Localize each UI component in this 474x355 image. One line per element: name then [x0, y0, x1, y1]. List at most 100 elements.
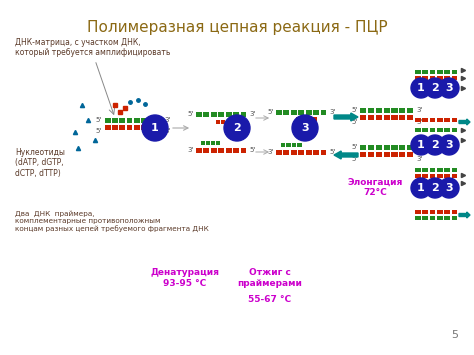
Circle shape	[425, 78, 445, 98]
Text: 2: 2	[431, 140, 439, 150]
Bar	[306, 150, 311, 155]
Bar	[301, 117, 306, 121]
Bar	[422, 168, 428, 172]
Bar	[296, 117, 301, 121]
Bar	[360, 152, 366, 157]
Text: 5': 5'	[352, 119, 358, 125]
Bar	[392, 108, 398, 113]
Text: 3: 3	[301, 123, 309, 133]
Bar	[148, 118, 154, 123]
Bar	[415, 210, 421, 214]
Bar	[141, 125, 147, 130]
Bar	[422, 174, 428, 178]
Bar	[112, 125, 118, 130]
Text: 5': 5'	[330, 149, 336, 155]
Bar	[221, 120, 225, 124]
Text: Элонгация
72°C: Элонгация 72°C	[347, 178, 403, 197]
Text: 1: 1	[417, 183, 425, 193]
Bar	[226, 120, 230, 124]
Bar	[452, 128, 457, 132]
Bar	[283, 110, 289, 115]
Bar	[444, 168, 450, 172]
Bar	[291, 110, 297, 115]
Bar	[452, 174, 457, 178]
Bar	[376, 108, 382, 113]
FancyArrow shape	[459, 212, 470, 218]
Bar	[231, 120, 235, 124]
Bar	[444, 118, 450, 122]
Bar	[444, 70, 450, 74]
Bar	[276, 150, 282, 155]
Circle shape	[224, 115, 250, 141]
Bar	[119, 118, 125, 123]
Bar	[415, 216, 421, 220]
Text: 1: 1	[417, 140, 425, 150]
Bar	[119, 125, 125, 130]
Circle shape	[142, 115, 168, 141]
Text: 2: 2	[431, 83, 439, 93]
Bar	[383, 115, 390, 120]
Text: 3': 3'	[268, 149, 274, 155]
Bar	[444, 76, 450, 80]
Bar	[283, 150, 289, 155]
Bar	[415, 76, 421, 80]
Bar	[216, 120, 220, 124]
Circle shape	[425, 135, 445, 155]
Bar	[360, 145, 366, 150]
Bar	[415, 168, 421, 172]
Text: Отжиг с: Отжиг с	[249, 268, 291, 277]
FancyArrow shape	[334, 151, 358, 159]
Bar	[148, 125, 154, 130]
Bar	[437, 216, 443, 220]
Bar	[437, 210, 443, 214]
Bar	[298, 110, 304, 115]
Text: 3: 3	[445, 183, 453, 193]
Bar	[429, 118, 436, 122]
Bar	[233, 112, 239, 117]
Bar	[437, 168, 443, 172]
Circle shape	[411, 178, 431, 198]
Bar	[415, 70, 421, 74]
Bar	[360, 108, 366, 113]
Bar	[407, 152, 413, 157]
Text: 5': 5'	[352, 107, 358, 113]
Bar	[156, 118, 162, 123]
Bar	[429, 210, 436, 214]
Bar	[127, 125, 132, 130]
Bar	[320, 150, 327, 155]
Bar	[233, 148, 239, 153]
Text: 3': 3'	[188, 147, 194, 153]
Bar	[399, 145, 405, 150]
Bar	[226, 112, 231, 117]
Bar	[368, 145, 374, 150]
Bar	[276, 110, 282, 115]
Bar	[281, 143, 285, 147]
Text: 1: 1	[151, 123, 159, 133]
Bar	[429, 128, 436, 132]
Text: 3': 3'	[417, 156, 423, 162]
FancyArrow shape	[459, 119, 470, 125]
Bar	[216, 141, 220, 145]
Bar	[211, 141, 215, 145]
Bar	[312, 117, 317, 121]
Bar	[444, 174, 450, 178]
Bar	[407, 108, 413, 113]
Bar	[422, 128, 428, 132]
Bar	[392, 145, 398, 150]
Bar	[429, 174, 436, 178]
Bar	[437, 174, 443, 178]
Text: 2: 2	[431, 183, 439, 193]
Text: 3': 3'	[250, 111, 256, 117]
Text: Нуклеотиды
(dATP, dGTP,
dCTP, dTTP): Нуклеотиды (dATP, dGTP, dCTP, dTTP)	[15, 148, 65, 178]
Bar	[452, 70, 457, 74]
Bar	[313, 110, 319, 115]
Bar	[422, 76, 428, 80]
Bar	[360, 115, 366, 120]
Circle shape	[439, 178, 459, 198]
Bar	[444, 210, 450, 214]
Bar	[105, 125, 110, 130]
Text: 5': 5'	[250, 147, 256, 153]
Text: 5': 5'	[188, 111, 194, 117]
Bar	[429, 70, 436, 74]
Bar	[307, 117, 311, 121]
